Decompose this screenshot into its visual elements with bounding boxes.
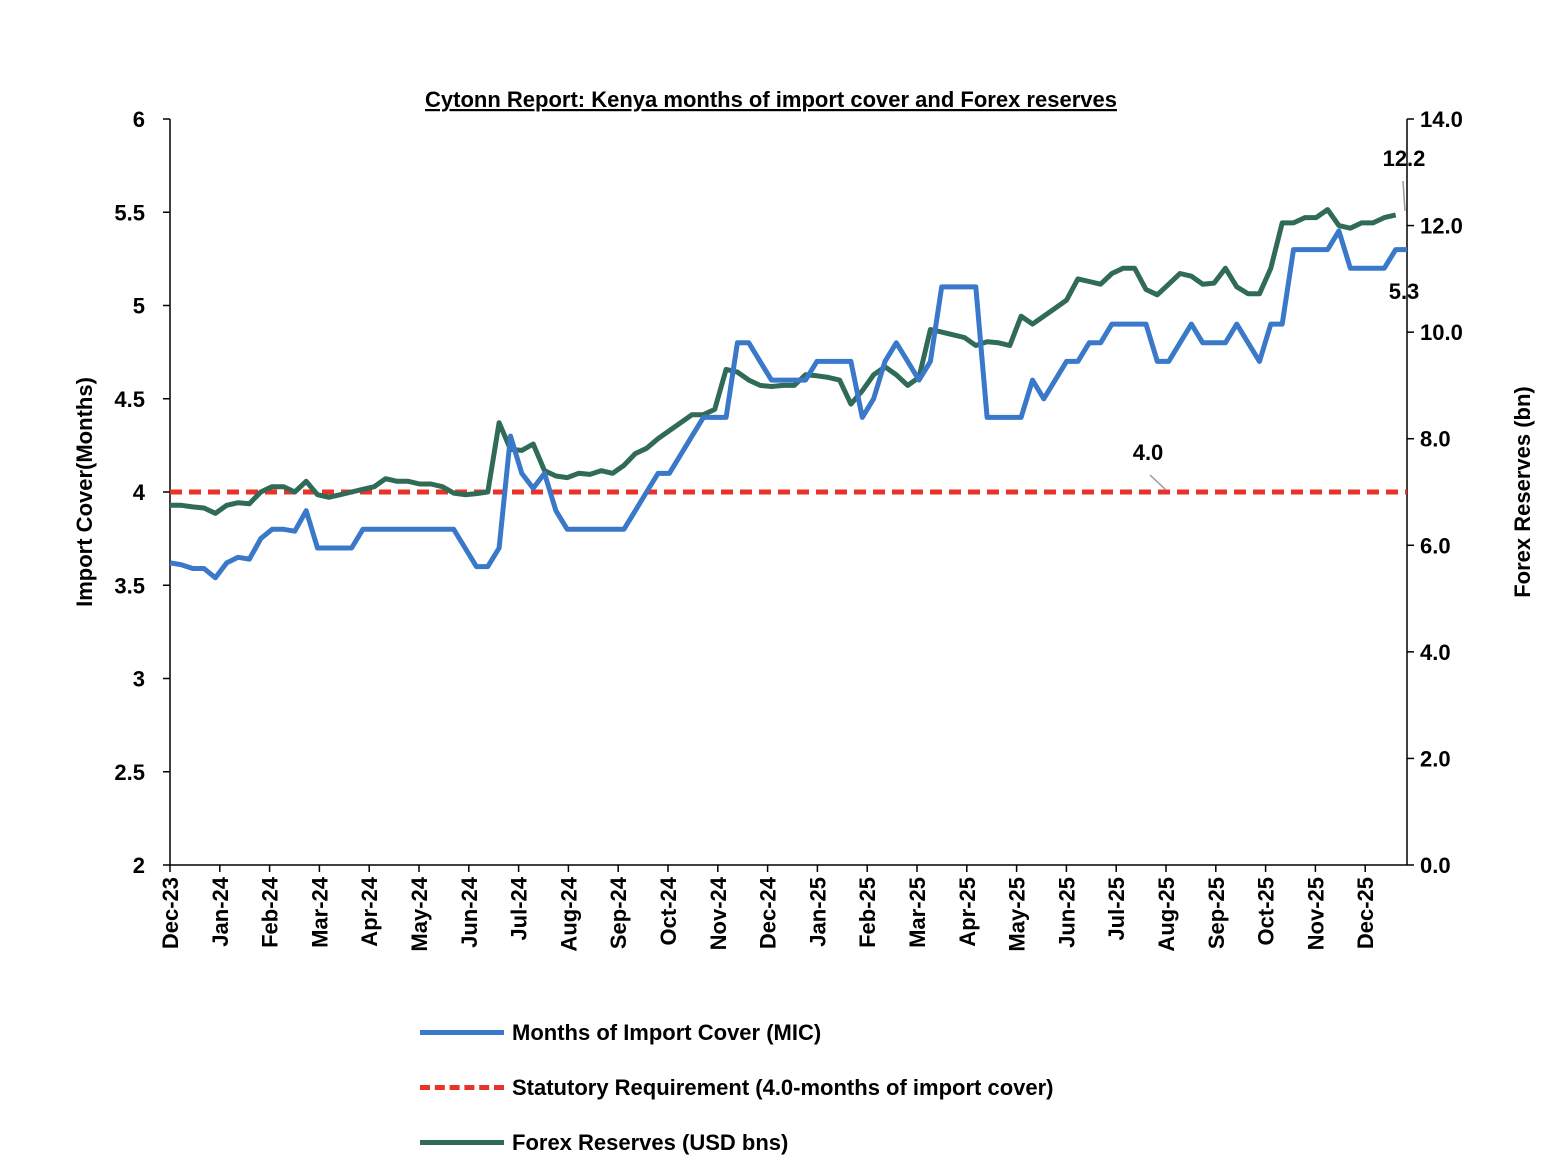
x-tick-label: Sep-25 <box>1204 877 1229 949</box>
left-tick-label: 3 <box>133 667 145 692</box>
legend-label: Forex Reserves (USD bns) <box>512 1129 789 1155</box>
left-tick-label: 4.5 <box>114 387 145 412</box>
x-tick-label: Jan-24 <box>208 876 233 946</box>
x-tick-label: May-25 <box>1005 877 1030 952</box>
x-tick-label: Dec-25 <box>1353 877 1378 949</box>
x-tick-label: Jun-25 <box>1054 877 1079 948</box>
x-tick-label: Feb-25 <box>855 877 880 948</box>
x-tick-label: Mar-24 <box>307 876 332 948</box>
label-leader-line <box>1149 474 1167 491</box>
right-tick-label: 8.0 <box>1420 427 1451 452</box>
right-tick-label: 6.0 <box>1420 533 1451 558</box>
data-label-mic-last: 5.3 <box>1389 279 1420 304</box>
x-tick-label: Feb-24 <box>258 876 283 948</box>
x-tick-label: Jan-25 <box>805 877 830 947</box>
series-line-import-cover <box>169 228 1407 581</box>
right-tick-label: 10.0 <box>1420 320 1463 345</box>
x-tick-label: Oct-25 <box>1254 877 1279 945</box>
x-tick-label: Oct-24 <box>656 876 681 945</box>
chart-axes: 2 2.5 3 3.5 4 4.5 5 5.5 6 0.0 2.0 4.0 6.0 8.0 10.0 12.0… <box>72 107 1535 952</box>
chart-title: Cytonn Report: Kenya months of import co… <box>425 87 1117 112</box>
x-tick-label: Nov-25 <box>1303 877 1328 950</box>
x-tick-label: Jul-24 <box>507 876 532 940</box>
chart-legend: Months of Import Cover (MIC) Statutory Re… <box>420 1005 1320 1170</box>
x-tick-label: Dec-23 <box>158 877 183 949</box>
x-tick-label: Sep-24 <box>606 876 631 949</box>
left-tick-label: 4 <box>133 480 146 505</box>
legend-item: Forex Reserves (USD bns) <box>420 1115 1320 1170</box>
right-tick-label: 0.0 <box>1420 853 1451 878</box>
left-tick-label: 6 <box>133 107 145 132</box>
x-tick-label: Mar-25 <box>905 877 930 948</box>
x-tick-label: Aug-25 <box>1154 877 1179 952</box>
x-tick-label: Dec-24 <box>756 876 781 949</box>
chart-data-labels: 12.2 5.3 4.0 <box>1133 146 1426 491</box>
left-tick-label: 3.5 <box>114 573 145 598</box>
legend-swatch <box>420 1030 504 1035</box>
legend-item: Statutory Requirement (4.0-months of imp… <box>420 1060 1320 1115</box>
legend-label: Statutory Requirement (4.0-months of imp… <box>512 1074 1054 1100</box>
data-label-forex-last: 12.2 <box>1383 146 1426 171</box>
left-tick-label: 5 <box>133 294 145 319</box>
x-tick-label: Nov-24 <box>706 876 731 950</box>
right-tick-label: 12.0 <box>1420 214 1463 239</box>
y2-axis-title: Forex Reserves (bn) <box>1510 386 1535 598</box>
x-tick-label: Aug-24 <box>556 876 581 951</box>
x-tick-label: Jul-25 <box>1104 877 1129 941</box>
right-tick-label: 14.0 <box>1420 107 1463 132</box>
x-tick-label: Jun-24 <box>457 876 482 948</box>
x-tick-label: May-24 <box>407 876 432 951</box>
data-label-statutory: 4.0 <box>1133 440 1164 465</box>
x-tick-label: Apr-24 <box>357 876 382 946</box>
y-axis-title: Import Cover(Months) <box>72 377 97 607</box>
legend-swatch <box>420 1140 504 1145</box>
x-tick-label: Apr-25 <box>955 877 980 947</box>
left-tick-label: 2 <box>133 853 145 878</box>
right-tick-label: 4.0 <box>1420 640 1451 665</box>
legend-item: Months of Import Cover (MIC) <box>420 1005 1320 1060</box>
left-tick-label: 2.5 <box>114 760 145 785</box>
legend-label: Months of Import Cover (MIC) <box>512 1019 822 1045</box>
label-leader-line <box>1402 180 1406 211</box>
series-line-forex-reserves <box>170 207 1397 516</box>
chart-plot-area <box>169 207 1407 581</box>
right-tick-label: 2.0 <box>1420 746 1451 771</box>
left-tick-label: 5.5 <box>114 200 145 225</box>
legend-swatch <box>420 1085 504 1090</box>
